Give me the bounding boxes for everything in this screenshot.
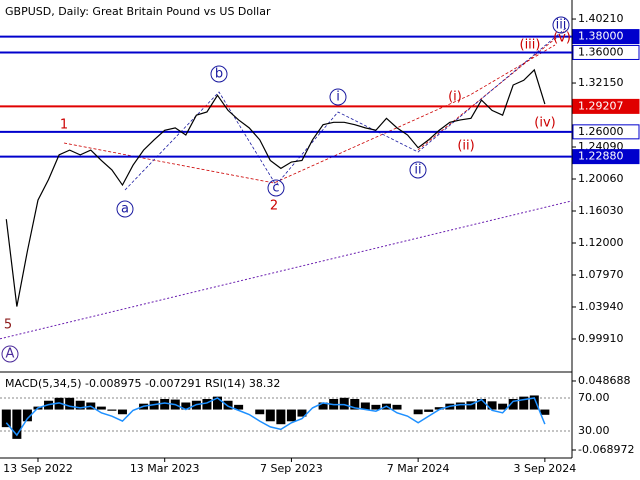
y-tick-label: 30.00 [578,424,610,437]
macd-bar [540,409,550,415]
wave-label: 5 [4,318,12,333]
x-tick-label: 3 Sep 2024 [514,462,577,475]
indicator-title: MACD(5,34,5) -0.008975 -0.007291 RSI(14)… [5,377,280,390]
wave-circle [552,16,570,34]
y-tick-label: 0.99910 [578,332,624,345]
macd-bar [75,400,85,410]
level-label: 1.38000 [578,30,624,43]
level-label: 1.26000 [578,125,624,138]
wave-label: (v) [553,31,571,46]
macd-bar [12,409,22,439]
y-tick-label: -0.068972 [578,443,634,456]
x-tick-label: 7 Mar 2024 [387,462,450,475]
wave-circle [409,161,427,179]
macd-bar [392,404,402,410]
wave-label: 1 [60,118,68,133]
macd-bar [519,396,529,410]
level-label-box [572,149,640,165]
chart-title: GBPUSD, Daily: Great Britain Pound vs US… [5,5,271,18]
level-label-box [572,98,640,114]
wave-label: c [272,181,279,196]
wave-circle [116,200,134,218]
macd-bar [350,398,360,410]
wave-label: (iii) [520,38,541,53]
wave-label: a [121,202,129,217]
macd-bar [371,404,381,410]
wave-circle [329,88,347,106]
y-tick-label: 1.07970 [578,268,624,281]
macd-bar [477,398,486,410]
macd-bar [223,400,233,410]
rsi-line [5,397,546,437]
y-tick-label: 1.12000 [578,236,624,249]
wave-label: (ii) [457,139,474,154]
wave-label: ii [414,163,421,178]
macd-bar [508,398,518,410]
macd-bar [117,409,127,415]
y-tick-label: 1.20060 [578,172,624,185]
y-tick-label: 1.40210 [578,12,624,25]
macd-bar [213,396,222,410]
level-label: 1.22880 [578,150,624,163]
x-tick-label: 13 Sep 2022 [3,462,73,475]
macd-bar [413,409,423,415]
wave-circle [1,345,19,363]
macd-bar [487,401,497,410]
macd-bar [297,409,307,417]
macd-bar [424,409,434,412]
y-tick-label: 1.03940 [578,300,624,313]
wave-circle [267,179,285,197]
macd-bar [529,395,539,410]
macd-bar [318,402,328,410]
macd-bar [434,407,444,410]
wave-label: iii [556,18,567,33]
macd-bar [276,409,286,425]
x-tick-label: 13 Mar 2023 [130,462,200,475]
y-tick-label: 70.00 [578,391,610,404]
level-label-box [572,29,640,45]
wave-circle [210,65,228,83]
macd-bar [107,409,117,411]
macd-bar [286,409,296,422]
wave-label: i [336,90,340,105]
macd-bar [498,403,508,410]
y-tick-label: 1.32150 [578,76,624,89]
wave-label: A [6,347,15,362]
macd-bar [265,409,275,422]
macd-bar [181,402,191,410]
macd-bar [202,398,212,410]
macd-bar [234,404,244,410]
macd-bar [22,409,32,422]
x-tick-label: 7 Sep 2023 [260,462,323,475]
macd-bar [255,409,265,415]
macd-bar [65,397,75,410]
y-tick-label: 1.16030 [578,204,624,217]
macd-bar [339,397,349,410]
macd-bar [160,398,170,410]
macd-bar [455,402,465,410]
macd-bar [96,406,106,410]
macd-bar [466,401,476,410]
wave-label: b [215,67,223,82]
level-label: 1.36000 [578,45,624,58]
level-label-box [572,124,640,140]
level-label-box [572,44,640,60]
level-label: 1.29207 [578,99,624,112]
y-tick-label: 0.048688 [578,374,631,387]
macd-bar [360,402,370,410]
price-line [5,68,546,307]
wave-label: (iv) [534,116,555,131]
wave-label: 2 [270,199,278,214]
wave-guide [63,44,556,184]
wave-label: (i) [448,90,462,105]
macd-bar [1,409,11,428]
